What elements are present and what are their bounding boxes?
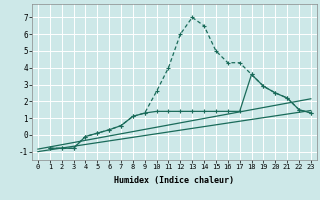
- X-axis label: Humidex (Indice chaleur): Humidex (Indice chaleur): [115, 176, 234, 185]
